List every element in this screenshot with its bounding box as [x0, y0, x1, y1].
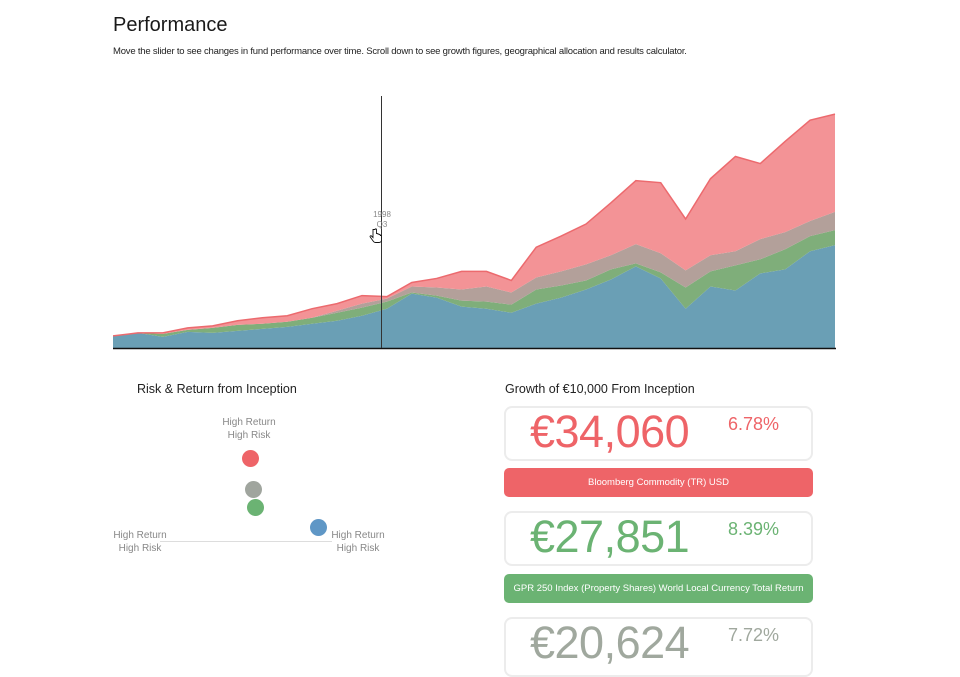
growth-value: €20,624 [530, 617, 690, 668]
area-series-0 [113, 245, 835, 348]
page-title: Performance [113, 14, 228, 36]
label-line: High Risk [227, 430, 271, 441]
risk-dot-commodity[interactable] [242, 450, 259, 467]
label-line: High Return [222, 417, 276, 428]
area-series-3-line [113, 113, 836, 337]
label-line: High Risk [336, 543, 380, 554]
area-series-3 [113, 114, 835, 336]
hand-pointer-icon [369, 228, 382, 243]
label-line: High Return [331, 530, 385, 541]
risk-dot-gray[interactable] [245, 481, 262, 498]
growth-percent: 7.72% [728, 625, 780, 645]
growth-card: €20,624 7.72% [504, 617, 813, 677]
left-axis-label: High Return High Risk [103, 529, 177, 555]
growth-card: €34,060 6.78% [504, 406, 813, 461]
growth-percent: 8.39% [728, 519, 780, 539]
performance-area-chart [113, 96, 836, 350]
page-subtitle: Move the slider to see changes in fund p… [113, 46, 687, 57]
growth-percent: 6.78% [728, 414, 780, 434]
slider-year: 1998 [373, 210, 391, 219]
risk-dot-property[interactable] [247, 499, 264, 516]
top-axis-label: High Return High Risk [212, 416, 286, 442]
area-series-2 [113, 211, 835, 336]
growth-value: €27,851 [530, 511, 690, 562]
right-axis-label: High Return High Risk [321, 529, 395, 555]
growth-card: €27,851 8.39% [504, 511, 813, 566]
risk-dot-blue[interactable] [310, 519, 327, 536]
index-name-bar[interactable]: Bloomberg Commodity (TR) USD [504, 468, 813, 497]
label-line: High Return [113, 530, 167, 541]
slider-quarter: Q3 [376, 220, 388, 229]
label-line: High Risk [118, 543, 162, 554]
risk-axis-line [160, 541, 332, 542]
slider-label: 1998 Q3 [365, 210, 399, 230]
risk-return-title: Risk & Return from Inception [137, 382, 297, 396]
index-name-bar[interactable]: GPR 250 Index (Property Shares) World Lo… [504, 574, 813, 603]
growth-value: €34,060 [530, 406, 690, 457]
growth-title: Growth of €10,000 From Inception [505, 382, 695, 396]
